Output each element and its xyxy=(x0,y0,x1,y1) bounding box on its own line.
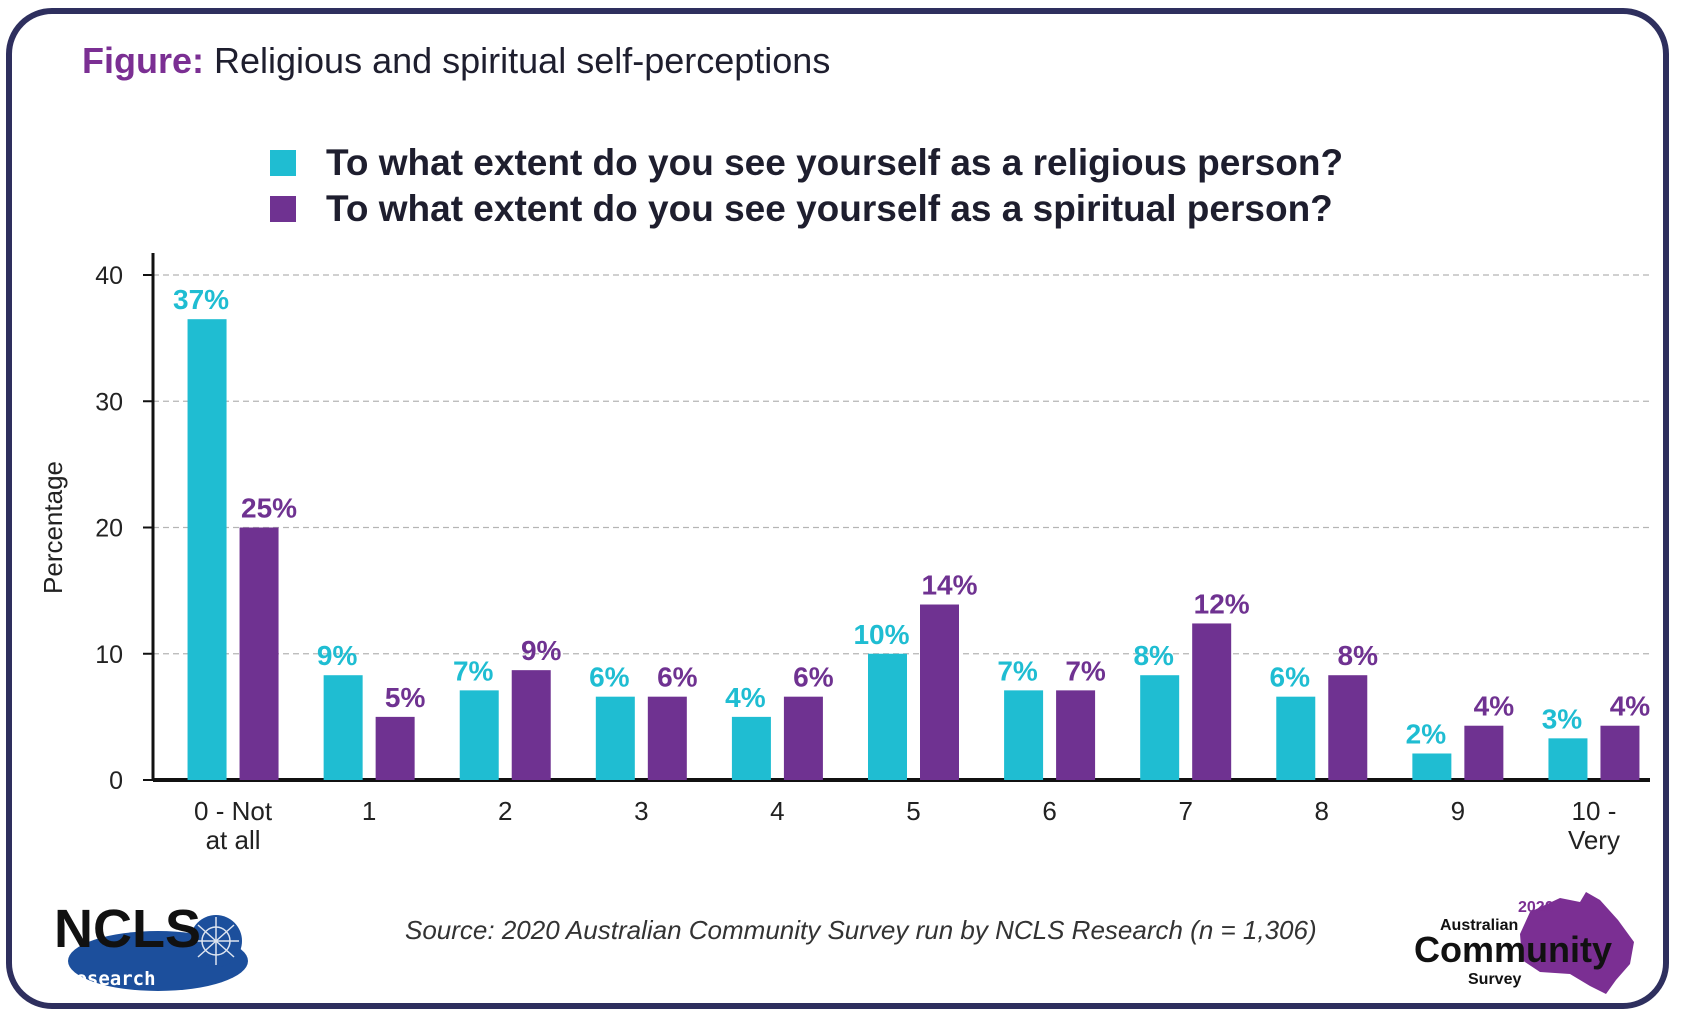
ncls-logo: NCLS research xyxy=(48,895,248,1000)
bar-religious xyxy=(323,675,363,780)
bar-spiritual xyxy=(239,527,279,780)
bar-religious xyxy=(1548,738,1588,780)
y-tick-label: 0 xyxy=(109,767,123,795)
legend-swatch-religious xyxy=(270,150,296,176)
data-label: 6% xyxy=(793,662,834,693)
x-tick-label: 2 xyxy=(498,796,512,826)
x-tick-label: 7 xyxy=(1178,796,1192,826)
data-label: 4% xyxy=(725,682,766,713)
data-label: 6% xyxy=(1270,662,1311,693)
ncls-logo-subtext: research xyxy=(64,968,156,990)
figure-title-text: Religious and spiritual self-perceptions xyxy=(214,40,831,81)
x-tick-label: 0 - Not xyxy=(194,796,273,826)
data-label: 5% xyxy=(385,682,426,713)
bar-spiritual xyxy=(1328,675,1368,780)
x-tick-label: 3 xyxy=(634,796,648,826)
x-tick-label: 1 xyxy=(362,796,376,826)
legend-item-spiritual: To what extent do you see yourself as a … xyxy=(270,186,1343,232)
chart-legend: To what extent do you see yourself as a … xyxy=(270,140,1343,232)
bar-religious xyxy=(459,690,499,780)
legend-label-religious: To what extent do you see yourself as a … xyxy=(326,142,1344,183)
data-label: 4% xyxy=(1474,691,1515,722)
bar-spiritual xyxy=(783,696,823,780)
y-tick-label: 40 xyxy=(95,262,123,290)
x-tick-label: 8 xyxy=(1315,796,1329,826)
bar-religious xyxy=(731,716,771,780)
data-label: 8% xyxy=(1338,640,1379,671)
x-tick-label: 6 xyxy=(1042,796,1056,826)
x-tick-label: 4 xyxy=(770,796,784,826)
bar-religious xyxy=(868,653,907,780)
acs-logo: 2020 Australian Community Survey xyxy=(1410,890,1640,1005)
bar-spiritual xyxy=(375,716,415,780)
bar-spiritual xyxy=(511,670,551,780)
x-tick-label: Very xyxy=(1568,825,1620,855)
x-tick-label: 10 - xyxy=(1572,796,1617,826)
acs-logo-year: 2020 xyxy=(1518,899,1554,916)
bar-religious xyxy=(187,319,227,780)
legend-item-religious: To what extent do you see yourself as a … xyxy=(270,140,1343,186)
bar-religious xyxy=(1412,753,1452,780)
source-note: Source: 2020 Australian Community Survey… xyxy=(405,915,1317,945)
bar-religious xyxy=(1276,696,1316,780)
y-axis-label: Percentage xyxy=(38,461,68,594)
figure-title: Figure: Religious and spiritual self-perc… xyxy=(82,40,830,82)
data-label: 6% xyxy=(657,662,698,693)
data-label: 9% xyxy=(317,640,358,671)
data-label: 2% xyxy=(1406,718,1447,749)
x-tick-label: 9 xyxy=(1451,796,1465,826)
figure-label: Figure: xyxy=(82,40,204,81)
legend-label-spiritual: To what extent do you see yourself as a … xyxy=(326,188,1333,229)
data-label: 7% xyxy=(453,655,494,686)
acs-logo-line3: Survey xyxy=(1468,971,1521,988)
bar-religious xyxy=(595,696,635,780)
data-label: 8% xyxy=(1133,640,1174,671)
data-label: 9% xyxy=(521,635,562,666)
data-label: 25% xyxy=(241,493,297,524)
acs-logo-line2: Community xyxy=(1414,929,1612,970)
bar-spiritual xyxy=(1192,623,1232,780)
x-tick-label: 5 xyxy=(906,796,920,826)
bar-spiritual xyxy=(1056,690,1096,780)
bar-spiritual xyxy=(1600,725,1640,780)
data-label: 37% xyxy=(173,284,229,315)
data-label: 10% xyxy=(853,619,909,650)
data-label: 6% xyxy=(589,662,630,693)
x-tick-label: at all xyxy=(206,825,261,855)
data-label: 7% xyxy=(1065,655,1106,686)
legend-swatch-spiritual xyxy=(270,196,296,222)
data-label: 3% xyxy=(1542,703,1583,734)
bar-religious xyxy=(1004,690,1044,780)
y-tick-label: 20 xyxy=(95,515,123,543)
data-label: 12% xyxy=(1194,588,1250,619)
ncls-logo-mark: NCLS research xyxy=(54,899,248,991)
data-label: 7% xyxy=(997,655,1038,686)
ncls-logo-text: NCLS xyxy=(54,899,201,959)
bar-spiritual xyxy=(647,696,687,780)
bar-religious xyxy=(1140,675,1180,780)
acs-logo-line1: Australian xyxy=(1440,917,1518,934)
bar-spiritual xyxy=(1464,725,1504,780)
data-label: 4% xyxy=(1610,691,1651,722)
acs-logo-mark: 2020 Australian Community Survey xyxy=(1414,892,1634,994)
y-tick-label: 10 xyxy=(95,641,123,669)
bar-spiritual xyxy=(920,604,959,780)
data-label: 14% xyxy=(921,570,977,601)
y-tick-label: 30 xyxy=(95,388,123,416)
